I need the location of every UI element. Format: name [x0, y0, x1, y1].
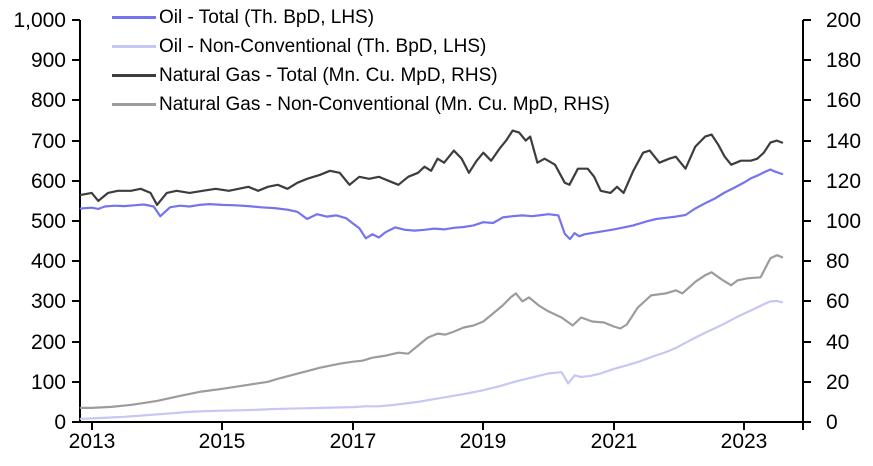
legend-item-gas-total: Natural Gas - Total (Mn. Cu. MpD, RHS): [112, 61, 610, 90]
legend-line-icon: [112, 74, 156, 77]
legend-label: Natural Gas - Non-Conventional (Mn. Cu. …: [159, 93, 610, 115]
series-line-natural-gas-non-conventional-mn-cu-mpd-rhs: [79, 254, 784, 409]
x-axis-tick-label: 2023: [721, 430, 768, 453]
left-axis-tick-label: 1,000: [13, 9, 66, 32]
right-axis-tick-label: 200: [826, 9, 861, 32]
left-axis-tick-label: 500: [31, 210, 66, 233]
left-axis-tick-label: 400: [31, 250, 66, 273]
legend-line-icon: [112, 45, 156, 48]
left-axis-tick-label: 700: [31, 130, 66, 153]
right-axis-tick-label: 40: [826, 331, 849, 354]
left-axis-tick-label: 800: [31, 89, 66, 112]
right-axis-tick-label: 80: [826, 250, 849, 273]
series-line-oil-total-th-bpd-lhs: [79, 168, 784, 241]
legend-label: Oil - Non-Conventional (Th. BpD, LHS): [159, 35, 487, 57]
left-axis-tick-label: 0: [54, 411, 66, 434]
legend-label: Oil - Total (Th. BpD, LHS): [159, 6, 375, 28]
right-axis-tick-label: 180: [826, 49, 861, 72]
right-axis-tick-label: 20: [826, 371, 849, 394]
right-axis-tick-label: 160: [826, 89, 861, 112]
legend-item-oil-total: Oil - Total (Th. BpD, LHS): [112, 3, 610, 32]
left-axis-tick-label: 100: [31, 371, 66, 394]
series-line-oil-non-conventional-th-bpd-lhs: [79, 299, 784, 420]
legend-item-oil-nonconventional: Oil - Non-Conventional (Th. BpD, LHS): [112, 32, 610, 61]
series-line-natural-gas-total-mn-cu-mpd-rhs: [79, 129, 784, 206]
legend-line-icon: [112, 16, 156, 19]
x-axis-tick-label: 2013: [69, 430, 116, 453]
left-axis-tick-label: 200: [31, 331, 66, 354]
left-axis-tick-label: 600: [31, 170, 66, 193]
right-axis-tick-label: 100: [826, 210, 861, 233]
legend-label: Natural Gas - Total (Mn. Cu. MpD, RHS): [159, 64, 498, 86]
left-axis-tick-label: 900: [31, 49, 66, 72]
x-axis-tick-label: 2017: [330, 430, 377, 453]
legend-line-icon: [112, 103, 156, 106]
x-axis-tick-label: 2015: [199, 430, 246, 453]
x-axis-tick-label: 2021: [591, 430, 638, 453]
left-axis-tick-label: 300: [31, 290, 66, 313]
right-axis-tick-label: 0: [826, 411, 838, 434]
right-axis-tick-label: 120: [826, 170, 861, 193]
chart-legend: Oil - Total (Th. BpD, LHS) Oil - Non-Con…: [112, 3, 610, 119]
right-axis-tick-label: 60: [826, 290, 849, 313]
legend-item-gas-nonconventional: Natural Gas - Non-Conventional (Mn. Cu. …: [112, 90, 610, 119]
right-axis-tick-label: 140: [826, 130, 861, 153]
x-axis-tick-label: 2019: [460, 430, 507, 453]
